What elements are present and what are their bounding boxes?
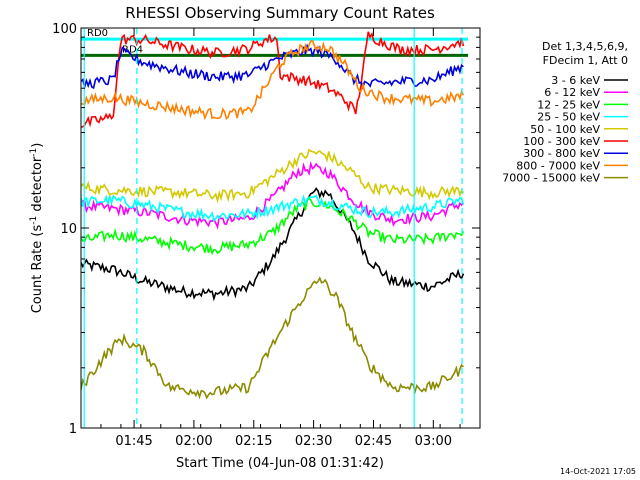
legend-header-1: Det 1,3,4,5,6,9,	[542, 40, 628, 53]
legend-label: 12 - 25 keV	[537, 98, 600, 111]
y-axis: 1 10 100	[52, 22, 480, 437]
chart-title: RHESSI Observing Summary Count Rates	[125, 4, 435, 22]
legend-label: 800 - 7000 keV	[516, 159, 600, 172]
series-line-3	[81, 194, 465, 223]
x-tick-label: 02:00	[175, 434, 212, 449]
x-tick-label: 02:30	[295, 434, 332, 449]
y-axis-label-end: )	[30, 143, 45, 148]
legend-label: 50 - 100 keV	[530, 123, 600, 136]
series-line-0	[81, 187, 465, 302]
x-axis-label: Start Time (04-Jun-08 01:31:42)	[176, 456, 384, 471]
x-tick-label: 01:45	[115, 434, 152, 449]
series-line-1	[81, 161, 465, 230]
series-line-5	[81, 31, 465, 128]
y-axis-label-mid: detector	[30, 156, 45, 216]
y-tick-label: 100	[52, 22, 77, 37]
x-axis: 01:45 02:00 02:15 02:30 02:45 03:00	[80, 28, 481, 449]
series-line-8	[81, 276, 464, 400]
y-axis-label-sup: -1	[29, 216, 39, 225]
legend-label: 100 - 300 keV	[523, 135, 600, 148]
y-tick-label: 10	[60, 222, 77, 237]
x-tick-label: 02:45	[355, 434, 392, 449]
series-line-4	[81, 148, 465, 204]
plot-frame	[80, 27, 481, 429]
state-bar-label: RD0	[87, 28, 108, 39]
series-line-7	[81, 40, 465, 121]
x-tick-label: 03:00	[415, 434, 452, 449]
series-line-2	[81, 197, 465, 256]
y-tick-label: 1	[69, 422, 77, 437]
y-axis-label: Count Rate (s-1 detector-1)	[29, 143, 45, 314]
y-axis-label-sup2: -1	[29, 148, 39, 157]
timestamp: 14-Oct-2021 17:05	[560, 467, 636, 476]
state-bar-label: RD4	[122, 44, 143, 55]
legend-label: 25 - 50 keV	[537, 111, 600, 124]
y-axis-label-main: Count Rate (s	[30, 225, 45, 314]
series-line-6	[81, 43, 464, 91]
series-layer	[81, 31, 465, 400]
legend-label: 6 - 12 keV	[544, 86, 600, 99]
legend: Det 1,3,4,5,6,9, FDecim 1, Att 0 3 - 6 k…	[502, 40, 628, 185]
x-tick-label: 02:15	[235, 434, 272, 449]
legend-label: 300 - 800 keV	[523, 147, 600, 160]
legend-header-2: FDecim 1, Att 0	[543, 54, 628, 67]
legend-label: 7000 - 15000 keV	[502, 172, 600, 185]
legend-label: 3 - 6 keV	[551, 74, 600, 87]
